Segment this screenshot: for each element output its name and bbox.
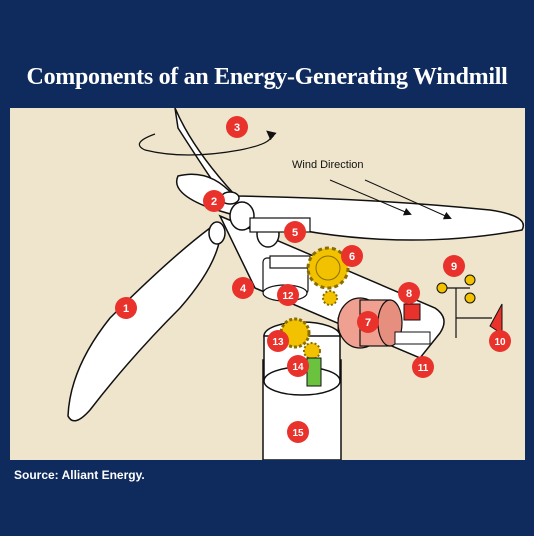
anemometer-cup-bottom: [464, 292, 476, 304]
diagram-title: Components of an Energy-Generating Windm…: [26, 64, 508, 90]
diagram-panel: Wind Direction 1 2 3 4 5 6 7 8 9 10 11 1…: [10, 107, 525, 461]
callout-1: 1: [115, 297, 137, 319]
callout-14: 14: [287, 355, 309, 377]
svg-text:14: 14: [292, 362, 304, 373]
svg-text:5: 5: [292, 227, 298, 239]
yaw-gear-small: [303, 342, 321, 360]
wind-arrow-2: [364, 179, 452, 220]
callout-8: 8: [398, 282, 420, 304]
callout-9: 9: [443, 255, 465, 277]
anemometer-cup-top: [464, 274, 476, 286]
blade-right: [176, 173, 524, 241]
callout-3: 3: [226, 116, 248, 138]
svg-text:4: 4: [240, 283, 247, 295]
rotor-hub: [208, 221, 226, 245]
callout-10: 10: [489, 330, 511, 352]
svg-text:1: 1: [123, 303, 129, 315]
svg-text:7: 7: [365, 317, 371, 329]
callout-15: 15: [287, 421, 309, 443]
callout-6: 6: [341, 245, 363, 267]
svg-text:9: 9: [451, 261, 457, 273]
source-credit: Source: Alliant Energy.: [14, 468, 145, 482]
brake-shaft: [269, 255, 311, 269]
wind-direction-label: Wind Direction: [292, 159, 364, 171]
callout-7: 7: [357, 311, 379, 333]
callout-13: 13: [267, 330, 289, 352]
callout-12: 12: [277, 284, 299, 306]
wind-vane-tail: [489, 303, 503, 335]
svg-text:11: 11: [418, 363, 429, 374]
svg-text:13: 13: [272, 337, 284, 348]
controller-box: [403, 303, 421, 321]
yaw-motor: [306, 357, 322, 387]
callout-2: 2: [203, 190, 225, 212]
blade-left: [67, 227, 221, 422]
gearbox-gear-center: [315, 255, 341, 281]
svg-text:8: 8: [406, 288, 412, 300]
svg-text:12: 12: [282, 291, 294, 302]
windmill-diagram: Wind Direction 1 2 3 4 5 6 7 8 9 10 11 1…: [10, 107, 525, 461]
svg-text:6: 6: [349, 251, 355, 263]
anemometer-cup-left: [436, 282, 448, 294]
generator-shaft: [394, 331, 431, 345]
callout-4: 4: [232, 277, 254, 299]
callout-11: 11: [412, 356, 434, 378]
gearbox-small-gear: [322, 290, 338, 306]
rotation-arrow: [138, 130, 277, 156]
svg-text:3: 3: [234, 122, 240, 134]
svg-text:10: 10: [494, 337, 506, 348]
svg-text:2: 2: [211, 196, 217, 208]
wind-arrow-1: [329, 179, 412, 216]
svg-text:15: 15: [292, 428, 304, 439]
low-speed-shaft-bearing: [229, 201, 255, 231]
callout-5: 5: [284, 221, 306, 243]
